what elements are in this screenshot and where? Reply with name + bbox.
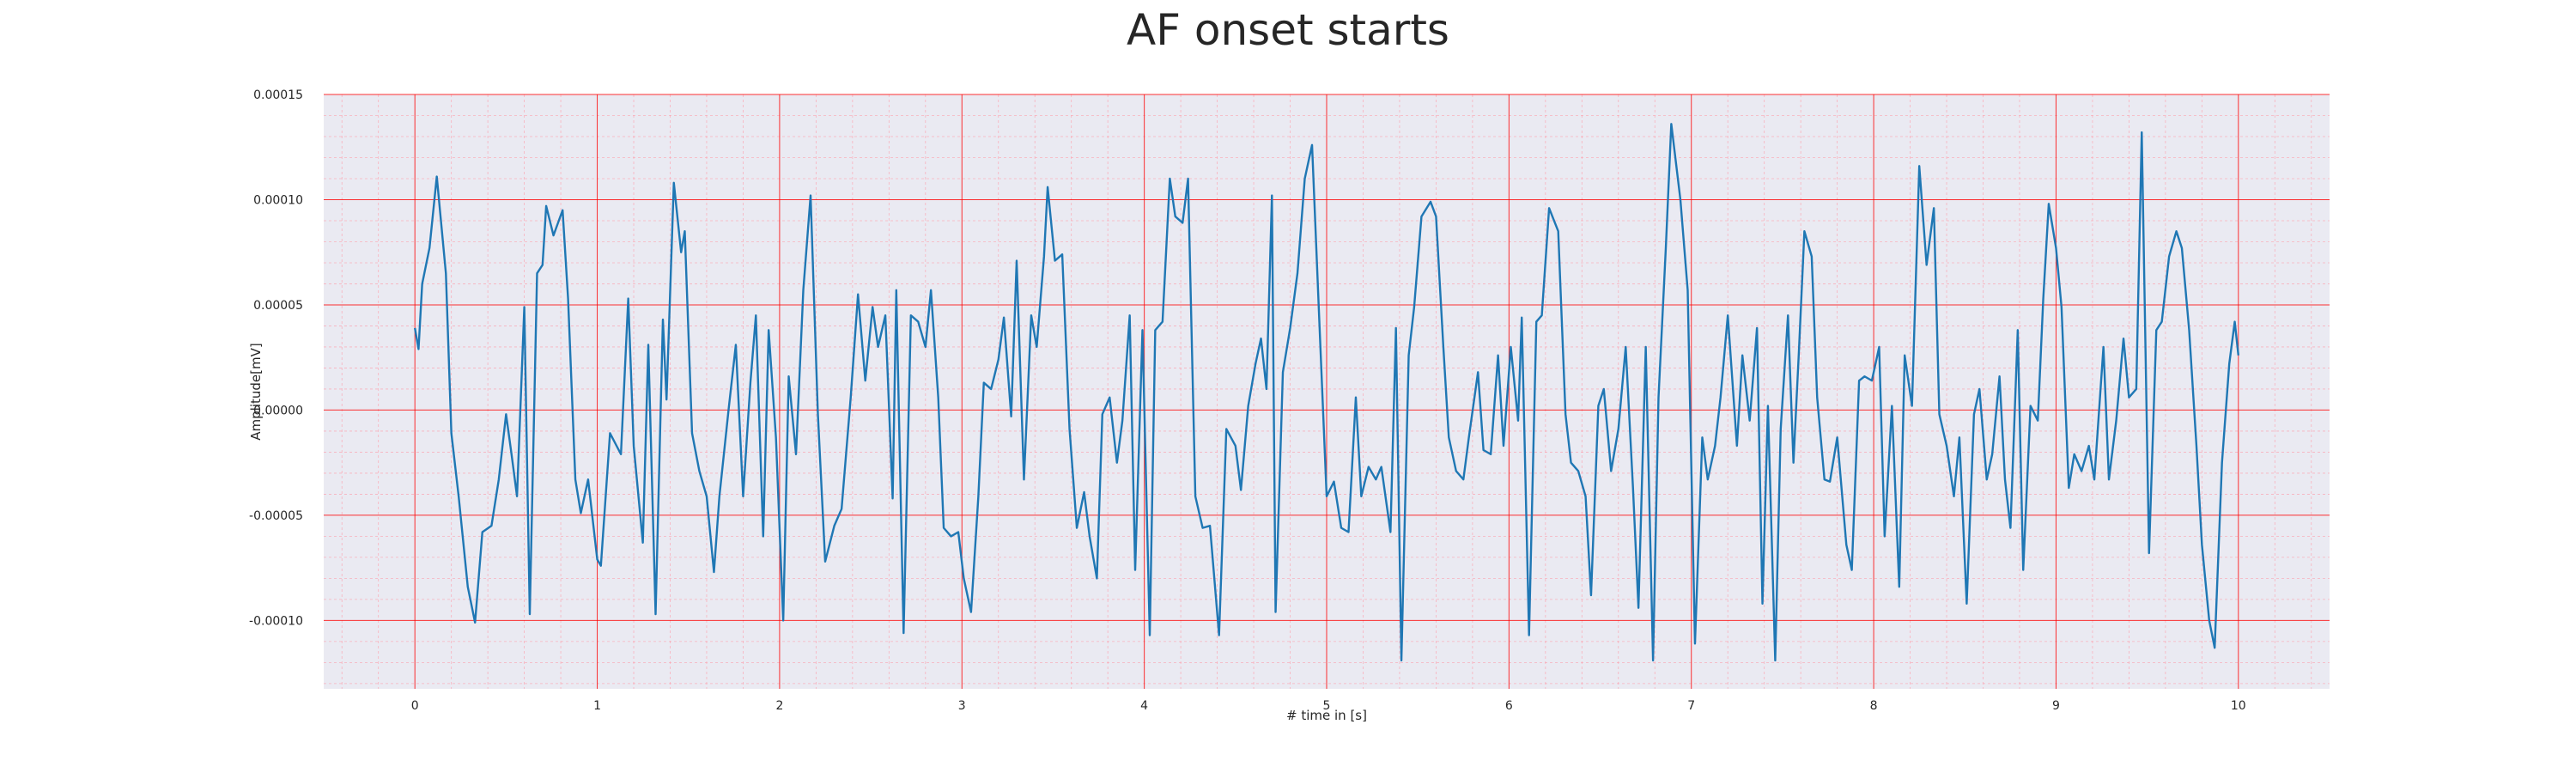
y-axis-label: Amplitude[mV] [248,343,264,440]
y-tick-label: 0.00015 [253,88,303,102]
y-tick-label: -0.00010 [249,614,303,628]
x-tick-label: 1 [593,699,601,713]
x-tick-label: 9 [2052,699,2060,713]
x-tick-label: 4 [1140,699,1148,713]
x-tick-label: 0 [411,699,419,713]
y-tick-label: 0.00000 [253,404,303,417]
x-tick-label: 10 [2231,699,2246,713]
x-tick-label: 5 [1323,699,1331,713]
y-tick-label: 0.00005 [253,299,303,313]
y-tick-label: 0.00010 [253,193,303,207]
x-tick-label: 6 [1505,699,1513,713]
x-axis-label: # time in [s] [1286,708,1367,723]
signal-line [413,123,2240,662]
y-tick-label: -0.00005 [249,509,303,523]
x-tick-label: 2 [775,699,783,713]
x-tick-label: 8 [1870,699,1878,713]
chart-title: AF onset starts [1127,5,1449,55]
x-tick-label: 3 [958,699,966,713]
x-tick-label: 7 [1687,699,1695,713]
